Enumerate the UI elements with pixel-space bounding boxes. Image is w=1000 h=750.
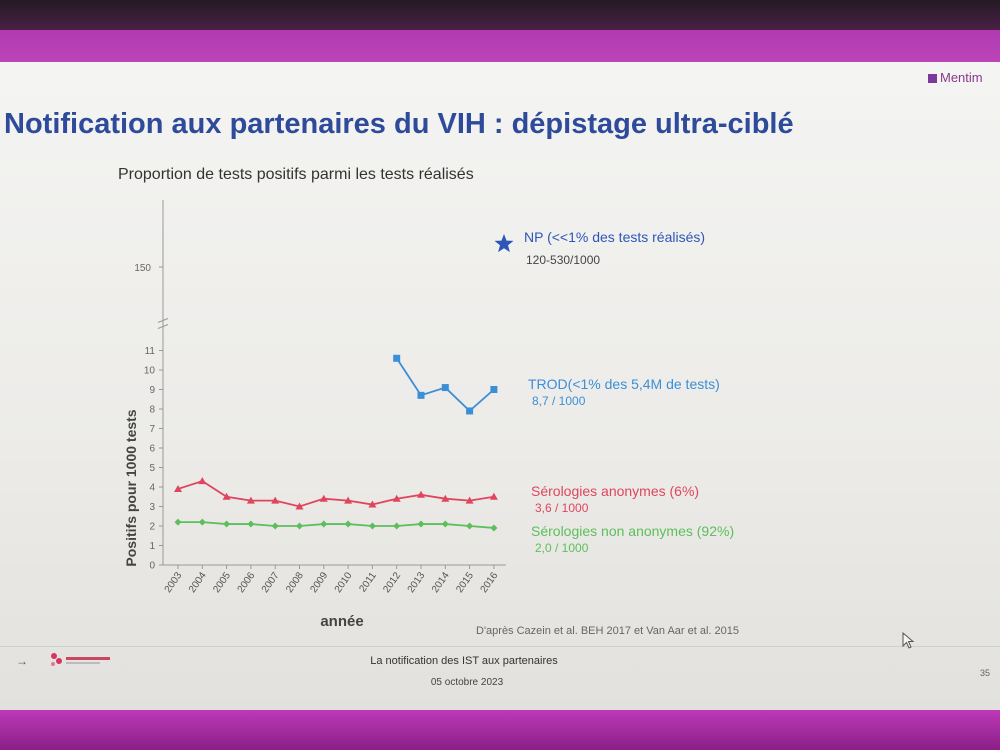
data-point	[490, 524, 498, 532]
data-point	[465, 496, 474, 504]
chart-subtitle: Proportion de tests positifs parmi les t…	[118, 166, 474, 183]
data-point	[417, 520, 425, 528]
data-point	[392, 494, 401, 502]
np-star-icon	[494, 234, 514, 253]
data-point	[490, 386, 498, 393]
footer-text: La notification des IST aux partenaires	[370, 655, 558, 667]
data-point	[393, 354, 401, 362]
y-tick-label: 9	[149, 385, 155, 396]
x-tick-label: 2011	[358, 570, 380, 594]
data-point	[417, 391, 425, 399]
data-point	[222, 492, 231, 500]
data-point	[368, 500, 377, 508]
data-point	[295, 502, 304, 510]
x-tick-label: 2004	[187, 570, 209, 595]
data-point	[466, 522, 474, 530]
room-background-bottom	[0, 705, 1000, 750]
y-tick-label: 3	[149, 502, 155, 513]
mentimeter-brand: Mentim	[928, 70, 983, 85]
congress-logo	[51, 653, 110, 666]
y-tick-label: 1	[149, 541, 155, 552]
x-tick-label: 2015	[454, 570, 476, 595]
data-point	[441, 384, 449, 392]
data-point	[393, 522, 401, 530]
chart-series-labels: TROD(<1% des 5,4M de tests) 8,7 / 1000 Sér…	[494, 229, 734, 555]
x-tick-label: 2010	[333, 570, 355, 595]
page-number: 35	[980, 668, 991, 678]
mentimeter-logo-icon	[928, 74, 937, 84]
x-tick-label: 2009	[308, 570, 330, 595]
series-label: Sérologies anonymes (6%)	[531, 483, 699, 499]
footer-date: 05 octobre 2023	[430, 677, 504, 688]
x-tick-label: 2003	[163, 570, 185, 595]
y-tick-label: 150	[134, 263, 151, 274]
x-tick-label: 2008	[284, 570, 306, 595]
footer-divider	[0, 646, 1000, 647]
data-point	[489, 492, 498, 500]
y-tick-label: 6	[149, 444, 155, 455]
data-point	[344, 496, 353, 504]
nav-arrow-icon[interactable]: →	[16, 654, 28, 668]
np-value-label: 120-530/1000	[526, 253, 600, 267]
data-point	[417, 490, 425, 498]
data-point	[198, 477, 207, 485]
data-point	[320, 520, 328, 528]
data-point	[271, 522, 279, 530]
slide-title: Notification aux partenaires du VIH : dé…	[4, 108, 794, 140]
data-point	[344, 520, 352, 528]
x-tick-label: 2006	[236, 570, 258, 595]
data-point	[441, 520, 449, 528]
y-tick-label: 0	[149, 561, 155, 572]
data-point	[466, 407, 474, 415]
chart-series	[174, 354, 498, 532]
y-tick-label: 4	[149, 483, 155, 494]
data-point	[296, 522, 303, 530]
x-tick-label: 2014	[430, 570, 452, 595]
series-line	[178, 521, 494, 529]
room-background-top	[0, 0, 1000, 30]
x-tick-label: 2013	[406, 570, 428, 595]
series-label: Sérologies non anonymes (92%)	[531, 523, 734, 539]
np-label: NP (<<1% des tests réalisés)	[524, 229, 705, 245]
x-tick-label: 2016	[479, 570, 501, 595]
series-value-label: 3,6 / 1000	[535, 501, 589, 515]
data-point	[368, 522, 376, 530]
y-tick-label: 11	[145, 346, 156, 357]
data-point	[174, 518, 182, 526]
data-point	[198, 518, 206, 526]
series-line	[177, 480, 495, 508]
series-label: TROD(<1% des 5,4M de tests)	[528, 376, 720, 392]
data-point	[247, 520, 255, 528]
y-tick-label: 10	[144, 366, 156, 377]
x-axis-label: année	[320, 613, 363, 630]
data-point	[319, 494, 328, 502]
data-point	[174, 484, 182, 492]
data-point	[246, 496, 255, 504]
data-point	[223, 520, 231, 528]
data-point	[441, 494, 450, 502]
mouse-cursor-icon	[902, 632, 915, 649]
brand-label: Mentim	[940, 70, 983, 85]
y-axis-label: Positifs pour 1000 tests	[123, 409, 139, 566]
source-citation: D'après Cazein et al. BEH 2017 et Van Aa…	[476, 625, 739, 637]
x-tick-label: 2007	[260, 570, 282, 595]
series-value-label: 8,7 / 1000	[532, 394, 586, 408]
y-tick-label: 5	[149, 463, 155, 474]
x-tick-label: 2012	[381, 570, 403, 595]
y-tick-label: 2	[149, 522, 155, 533]
x-tick-label: 2005	[211, 570, 233, 595]
y-axis-break	[157, 318, 169, 329]
presentation-slide: Mentim Notification aux partenaires du V…	[0, 62, 1000, 710]
y-tick-label: 8	[149, 405, 155, 416]
series-value-label: 2,0 / 1000	[535, 541, 589, 555]
y-tick-label: 7	[149, 424, 155, 435]
data-point	[271, 496, 280, 504]
